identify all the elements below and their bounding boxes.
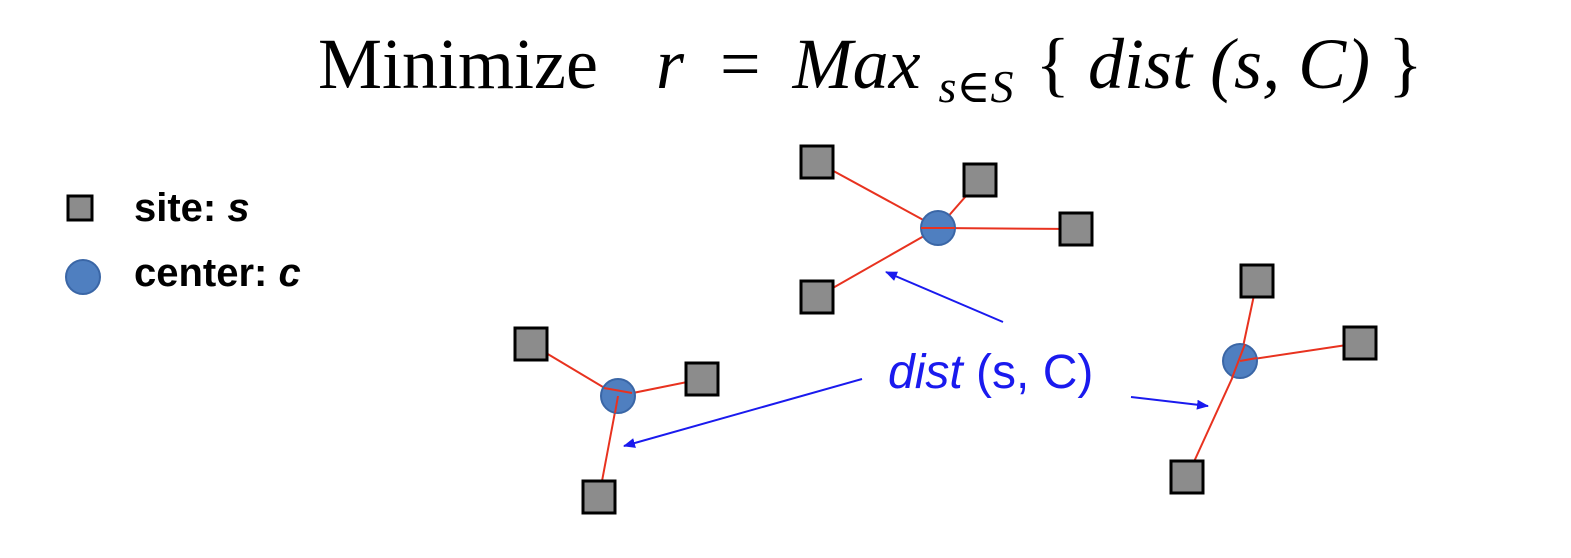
site-square-icon	[799, 144, 835, 180]
formula-max: Max	[792, 24, 921, 104]
legend-site-var: s	[227, 186, 249, 230]
formula-equals: =	[720, 24, 761, 104]
legend-center-circle-icon	[65, 259, 101, 295]
site-square-icon	[799, 279, 835, 315]
edge-line	[816, 227, 939, 298]
legend-site-label: site:	[134, 186, 227, 230]
objective-formula: Minimize r = Max s∈S { dist (s, C) }	[318, 24, 1423, 118]
edge-line	[614, 395, 619, 414]
arrow-to-right-cluster	[1130, 396, 1209, 410]
edge-line	[1186, 360, 1241, 478]
site-square-icon	[962, 162, 998, 198]
formula-lhs: r	[656, 24, 685, 104]
edge-line	[603, 387, 633, 394]
site-square-icon	[1342, 325, 1378, 361]
site-square-icon	[1239, 263, 1275, 299]
site-square-icon	[513, 326, 549, 362]
legend-site-square-icon	[66, 194, 94, 222]
cluster-right	[1169, 263, 1378, 495]
dist-annotation-args: (s, C)	[976, 346, 1093, 399]
annotation-arrows	[623, 271, 1209, 448]
formula-word: Minimize	[318, 24, 598, 104]
arrow-to-top-cluster	[885, 271, 1004, 323]
legend: site: s center: c	[65, 186, 301, 295]
legend-center-label: center:	[134, 251, 279, 295]
formula-open-brace: {	[1035, 24, 1070, 104]
site-square-icon	[1058, 211, 1094, 247]
edge-line	[1239, 357, 1258, 362]
edge-line	[816, 161, 939, 229]
formula-text: Minimize r = Max s∈S { dist (s, C) }	[318, 24, 1423, 118]
site-square-icon	[581, 479, 617, 515]
edge-line	[937, 227, 1077, 230]
dist-annotation-word: dist	[888, 346, 964, 399]
edge-line	[1239, 342, 1361, 362]
formula-args: (s, C)	[1210, 24, 1370, 104]
site-square-icon	[684, 361, 720, 397]
legend-center-var: c	[279, 251, 301, 295]
site-square-icon	[1169, 459, 1205, 495]
dist-annotation: dist (s, C)	[888, 346, 1093, 399]
legend-center-text: center: c	[134, 251, 301, 295]
cluster-left	[513, 326, 720, 515]
formula-dist: dist	[1088, 24, 1194, 104]
arrow-to-left-cluster	[623, 378, 863, 448]
cluster-top	[799, 144, 1094, 315]
formula-subscript: s∈S	[939, 61, 1014, 112]
edge-line	[1231, 343, 1246, 379]
legend-site-text: site: s	[134, 186, 250, 230]
formula-close-brace: }	[1388, 24, 1423, 104]
